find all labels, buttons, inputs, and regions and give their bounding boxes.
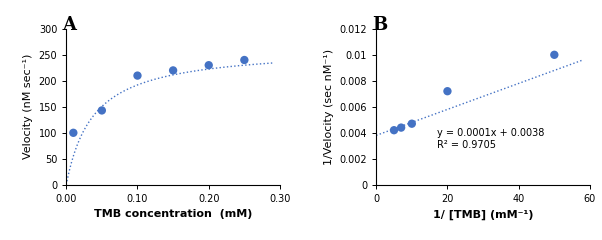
X-axis label: TMB concentration  (mM): TMB concentration (mM) bbox=[94, 209, 252, 219]
Text: B: B bbox=[372, 16, 387, 34]
Y-axis label: 1/Velocity (sec nM⁻¹): 1/Velocity (sec nM⁻¹) bbox=[324, 49, 334, 165]
Point bbox=[396, 126, 406, 130]
Point bbox=[132, 74, 142, 78]
Text: A: A bbox=[62, 16, 76, 34]
Point bbox=[550, 53, 559, 57]
Point bbox=[97, 108, 107, 112]
Point bbox=[407, 122, 417, 126]
Point bbox=[240, 58, 249, 62]
Point bbox=[442, 89, 452, 93]
Y-axis label: Velocity (nM sec⁻¹): Velocity (nM sec⁻¹) bbox=[23, 54, 33, 160]
Point bbox=[69, 131, 78, 135]
Text: y = 0.0001x + 0.0038
R² = 0.9705: y = 0.0001x + 0.0038 R² = 0.9705 bbox=[437, 128, 544, 150]
Point bbox=[169, 68, 178, 72]
Point bbox=[204, 63, 214, 67]
Point bbox=[389, 128, 399, 132]
X-axis label: 1/ [TMB] (mM⁻¹): 1/ [TMB] (mM⁻¹) bbox=[433, 209, 533, 220]
